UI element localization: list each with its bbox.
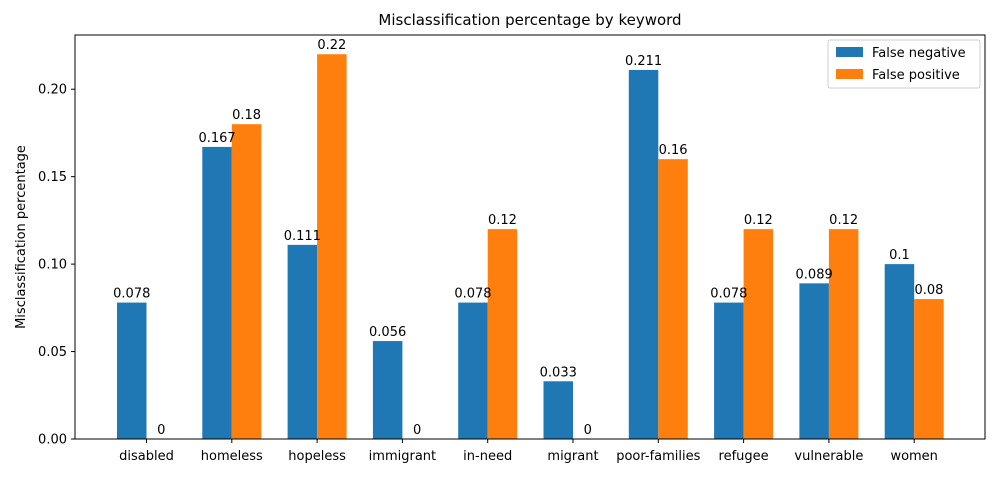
- data-label-false-negative-poor-families: 0.211: [625, 54, 662, 69]
- bar-false-positive-homeless: [231, 124, 262, 439]
- y-axis-label: Misclassification percentage: [14, 145, 29, 329]
- data-label-false-negative-in-need: 0.078: [454, 287, 491, 302]
- bar-false-positive-refugee: [743, 229, 774, 439]
- data-label-false-negative-refugee: 0.078: [710, 287, 747, 302]
- bar-false-negative-homeless: [202, 146, 232, 439]
- bar-false-negative-vulnerable: [799, 283, 829, 439]
- data-label-false-negative-homeless: 0.167: [198, 131, 235, 146]
- data-label-false-negative-women: 0.1: [889, 248, 910, 263]
- data-labels: 0.078 0 0.167 0.18 0.111 0.22 0.056 0 0.078 0.12 0…: [113, 38, 943, 438]
- bar-false-positive-vulnerable: [828, 229, 859, 439]
- x-tick-label-women: women: [890, 449, 938, 464]
- bar-false-positive-women: [914, 299, 944, 439]
- legend-label-false-negative: False negative: [872, 46, 966, 61]
- data-label-false-positive-migrant: 0: [584, 423, 592, 438]
- y-tick-label: 0.20: [38, 83, 67, 98]
- data-label-false-positive-in-need: 0.12: [488, 213, 517, 228]
- x-axis-ticks: disabled homeless hopeless immigrant in-need…: [119, 439, 938, 464]
- data-label-false-positive-homeless: 0.18: [232, 108, 261, 123]
- legend-swatch-false-negative: [836, 47, 863, 57]
- x-tick-label-poor-families: poor-families: [616, 449, 700, 464]
- x-tick-label-refugee: refugee: [719, 449, 769, 464]
- y-axis-ticks: 0.00 0.05 0.10 0.15 0.20: [38, 83, 75, 448]
- bar-false-negative-hopeless: [287, 244, 318, 439]
- y-tick-label: 0.15: [38, 170, 67, 185]
- data-label-false-positive-poor-families: 0.16: [659, 143, 688, 158]
- data-label-false-positive-immigrant: 0: [413, 423, 421, 438]
- bar-false-positive-hopeless: [317, 54, 347, 440]
- data-label-false-positive-refugee: 0.12: [744, 213, 773, 228]
- x-tick-label-homeless: homeless: [201, 449, 263, 464]
- data-label-false-negative-migrant: 0.033: [540, 365, 577, 380]
- bar-false-negative-refugee: [714, 302, 744, 439]
- x-tick-label-in-need: in-need: [463, 449, 512, 464]
- bar-false-negative-disabled: [117, 302, 147, 439]
- x-tick-label-vulnerable: vulnerable: [794, 449, 863, 464]
- x-tick-label-hopeless: hopeless: [288, 449, 346, 464]
- x-tick-label-immigrant: immigrant: [369, 449, 436, 464]
- bar-false-negative-poor-families: [628, 69, 659, 439]
- bar-false-positive-in-need: [487, 229, 518, 439]
- data-label-false-negative-hopeless: 0.111: [284, 229, 321, 244]
- x-tick-label-disabled: disabled: [119, 449, 174, 464]
- bars: [117, 54, 944, 440]
- data-label-false-negative-immigrant: 0.056: [369, 325, 406, 340]
- bar-false-negative-migrant: [543, 381, 573, 439]
- legend: False negative False positive: [827, 39, 981, 89]
- legend-box: [827, 39, 981, 89]
- data-label-false-positive-women: 0.08: [914, 283, 943, 298]
- chart-title: Misclassification percentage by keyword: [378, 11, 681, 29]
- data-label-false-negative-vulnerable: 0.089: [796, 267, 833, 282]
- y-tick-label: 0.10: [38, 258, 67, 273]
- data-label-false-negative-disabled: 0.078: [113, 287, 150, 302]
- bar-false-negative-in-need: [458, 302, 488, 439]
- legend-swatch-false-positive: [836, 69, 863, 79]
- plot-frame: [74, 34, 986, 440]
- bar-false-positive-poor-families: [658, 159, 688, 440]
- bar-false-negative-immigrant: [372, 341, 403, 439]
- x-tick-label-migrant: migrant: [547, 449, 598, 464]
- data-label-false-positive-disabled: 0: [157, 423, 165, 438]
- y-tick-label: 0.05: [38, 345, 67, 360]
- legend-label-false-positive: False positive: [872, 68, 960, 83]
- data-label-false-positive-vulnerable: 0.12: [829, 213, 858, 228]
- bar-false-negative-women: [884, 264, 915, 439]
- y-tick-label: 0.00: [38, 433, 67, 448]
- data-label-false-positive-hopeless: 0.22: [317, 38, 346, 53]
